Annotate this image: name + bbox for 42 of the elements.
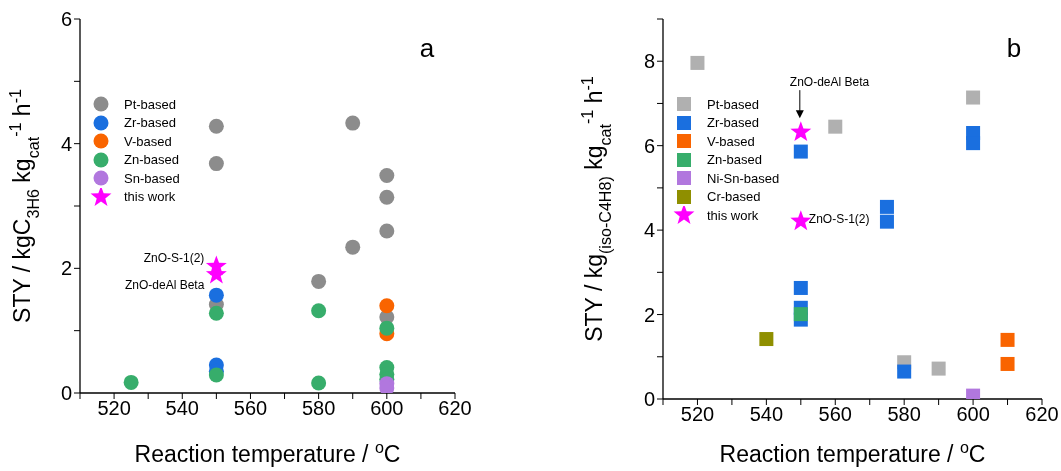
x-tick-label: 600	[370, 397, 404, 420]
legend-label: Zr-based	[124, 115, 177, 131]
x-tick-label: 580	[301, 397, 336, 420]
y-tick-label: 2	[60, 257, 72, 280]
y-tick-label: 4	[643, 219, 655, 242]
x-tick-label: 600	[956, 403, 990, 426]
annotation: ZnO-S-1(2)	[808, 212, 870, 227]
legend-label: this work	[124, 189, 176, 205]
x-tick-label: 540	[165, 397, 199, 420]
legend-label: Zr-based	[707, 115, 760, 131]
legend-label: Cr-based	[707, 189, 761, 205]
annotation: ZnO-S-1(2)	[143, 251, 205, 266]
x-tick-label: 580	[887, 403, 921, 426]
legend-label: Zn-based	[707, 152, 762, 168]
legend-label: V-based	[707, 133, 755, 149]
legend-label: Sn-based	[124, 170, 180, 186]
x-axis-title: Reaction temperature / $^{o}$C	[134, 438, 401, 467]
y-tick-label: 6	[643, 134, 655, 157]
y-tick-label: 6	[60, 8, 72, 31]
x-axis-title: Reaction temperature / $^{o}$C	[719, 438, 986, 467]
y-tick-label: 0	[643, 388, 655, 411]
legend-label: this work	[707, 207, 759, 223]
legend-label: Pt-based	[124, 96, 177, 112]
x-tick-label: 560	[233, 397, 268, 420]
y-tick-label: 0	[60, 382, 72, 405]
legend-label: V-based	[124, 133, 172, 149]
y-tick-label: 8	[643, 50, 655, 73]
legend-label: Zn-based	[124, 152, 179, 168]
x-tick-label: 520	[97, 397, 131, 420]
legend-label: Pt-based	[707, 96, 760, 112]
x-tick-label: 620	[438, 397, 472, 420]
y-tick-label: 2	[643, 303, 655, 326]
x-tick-label: 520	[680, 403, 715, 426]
annotation: ZnO-deAl Beta	[124, 277, 205, 292]
x-tick-label: 560	[818, 403, 852, 426]
legend-label: Ni-Sn-based	[707, 170, 780, 186]
x-tick-label: 620	[1025, 403, 1059, 426]
annotation: ZnO-deAl Beta	[789, 75, 870, 90]
y-tick-label: 4	[60, 132, 72, 155]
annotation: b	[1006, 33, 1022, 63]
x-tick-label: 540	[749, 403, 784, 426]
annotation: a	[419, 33, 435, 63]
